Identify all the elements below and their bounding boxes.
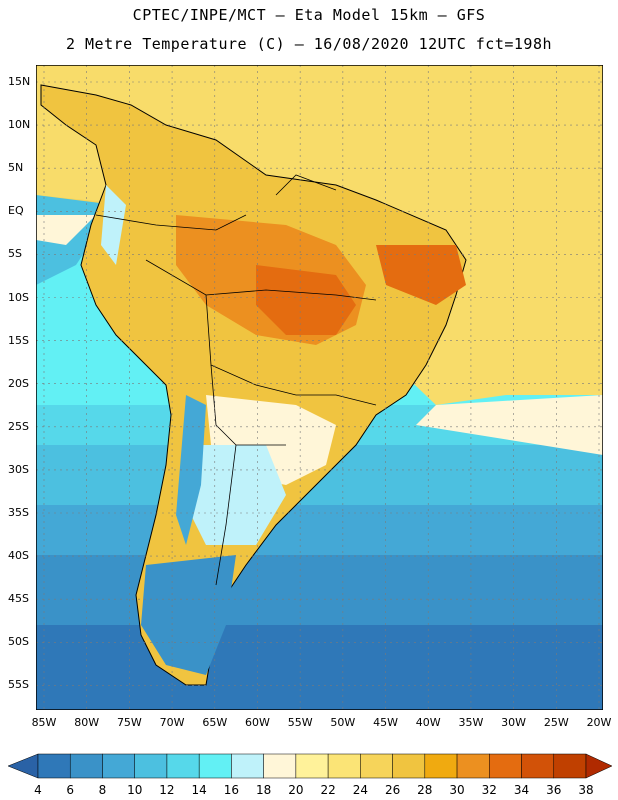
lat-label: EQ (8, 204, 24, 218)
colorbar-tick-label: 36 (546, 783, 562, 797)
colorbar-tick-label: 32 (481, 783, 497, 797)
lat-label: 55S (8, 678, 29, 692)
colorbar-swatch (456, 753, 490, 779)
colorbar-swatch (102, 753, 135, 779)
hot-northeast-region (376, 245, 466, 305)
colorbar-tick-label: 14 (191, 783, 207, 797)
colorbar-tick-label: 4 (34, 783, 42, 797)
lat-label: 15N (8, 75, 31, 88)
country-borders (95, 174, 377, 586)
lon-label: 60W (245, 716, 270, 729)
lon-label: 25W (543, 716, 569, 729)
colorbar-tick-label: 8 (98, 783, 107, 797)
lat-label: 5S (8, 247, 22, 261)
lon-label: 65W (202, 716, 228, 729)
colorbar-arrow-low (7, 753, 39, 779)
hottest-region (256, 265, 356, 335)
lat-label: 25S (8, 419, 29, 433)
lon-label: 75W (116, 716, 142, 729)
lat-label: 5N (8, 161, 24, 175)
colorbar-swatch (360, 753, 393, 779)
lat-label: 20S (8, 376, 29, 390)
colorbar-swatch (69, 753, 103, 779)
lon-label: 70W (159, 716, 185, 729)
colorbar-tick-label: 18 (256, 783, 272, 797)
ocean-mild-band (416, 395, 603, 455)
map-subtitle: 2 Metre Temperature (C) – 16/08/2020 12U… (65, 35, 553, 53)
colorbar-swatch (521, 753, 555, 779)
lon-label: 85W (31, 716, 57, 729)
colorbar-swatch (198, 753, 232, 779)
lon-label: 30W (501, 716, 527, 729)
lat-label: 15S (8, 333, 29, 347)
colorbar-swatch (263, 753, 297, 779)
lat-label: 30S (8, 462, 29, 476)
colorbar-arrow-high (585, 753, 613, 779)
colorbar-swatch (489, 753, 522, 779)
colorbar-tick-label: 22 (320, 783, 336, 797)
colorbar-tick-label: 12 (159, 783, 175, 797)
map-title: CPTEC/INPE/MCT – Eta Model 15km – GFS (132, 6, 486, 24)
colorbar-swatch (37, 753, 71, 779)
colorbar-swatch (134, 753, 168, 779)
lon-label: 20W (586, 716, 612, 729)
lat-label: 35S (8, 506, 29, 519)
lat-label: 40S (8, 549, 29, 563)
colorbar-swatch (295, 753, 329, 779)
lon-label: 55W (287, 716, 313, 729)
colorbar-tick-label: 24 (352, 783, 368, 797)
colorbar (7, 753, 613, 779)
colorbar-tick-label: 16 (223, 783, 240, 797)
lon-label: 50W (330, 716, 356, 729)
graticule (36, 65, 603, 710)
colorbar-tick-label: 28 (417, 783, 433, 797)
colorbar-swatch (327, 753, 361, 779)
lon-label: 40W (415, 716, 441, 729)
colorbar-tick-label: 20 (288, 783, 304, 797)
colorbar-swatch (231, 753, 264, 779)
lon-label: 80W (74, 716, 100, 729)
andes-north-cool-band (101, 185, 126, 265)
lon-label: 35W (458, 716, 484, 729)
lat-label: 10N (8, 118, 31, 132)
colorbar-tick-label: 38 (578, 783, 594, 797)
colorbar-swatch (166, 753, 200, 779)
lon-label: 45W (373, 716, 398, 729)
lat-label: 50S (8, 635, 29, 649)
lat-label: 45S (8, 592, 29, 606)
colorbar-swatch (553, 753, 587, 779)
andes-cold-band (176, 395, 206, 545)
colorbar-swatch (392, 753, 426, 779)
pacific-mild-patch (36, 215, 96, 245)
colorbar-tick-label: 30 (449, 783, 465, 797)
lat-label: 10S (8, 290, 29, 304)
colorbar-swatch (424, 753, 458, 779)
colorbar-tick-label: 6 (66, 783, 75, 797)
colorbar-tick-label: 34 (513, 783, 530, 797)
colorbar-tick-label: 26 (384, 783, 401, 797)
colorbar-tick-label: 10 (127, 783, 143, 797)
patagonia-cold-region (141, 555, 236, 675)
temperature-map (36, 65, 603, 710)
